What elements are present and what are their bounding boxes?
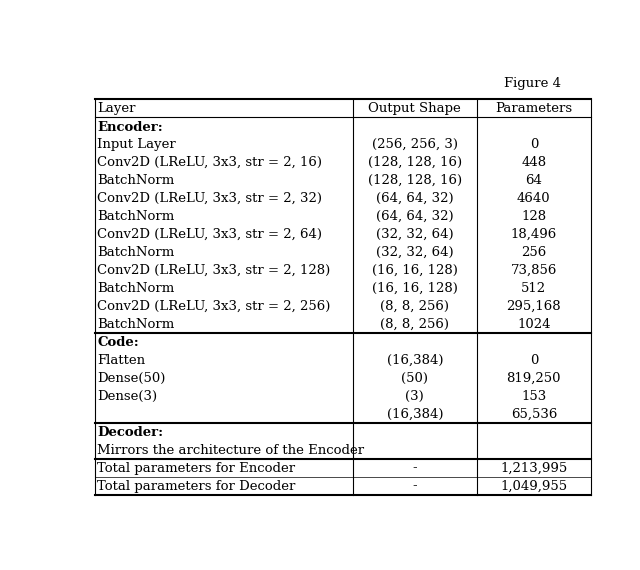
Text: 65,536: 65,536 xyxy=(511,408,557,421)
Text: 0: 0 xyxy=(530,137,538,150)
Text: 1,213,995: 1,213,995 xyxy=(500,462,568,474)
Text: Figure 4: Figure 4 xyxy=(504,77,561,90)
Text: Conv2D (LReLU, 3x3, str = 2, 32): Conv2D (LReLU, 3x3, str = 2, 32) xyxy=(97,192,323,205)
Text: BatchNorm: BatchNorm xyxy=(97,210,175,223)
Text: Total parameters for Encoder: Total parameters for Encoder xyxy=(97,462,296,474)
Text: (64, 64, 32): (64, 64, 32) xyxy=(376,210,454,223)
Text: (3): (3) xyxy=(405,389,424,402)
Text: Conv2D (LReLU, 3x3, str = 2, 16): Conv2D (LReLU, 3x3, str = 2, 16) xyxy=(97,156,323,169)
Text: Encoder:: Encoder: xyxy=(97,120,163,133)
Text: Dense(3): Dense(3) xyxy=(97,389,157,402)
Text: Flatten: Flatten xyxy=(97,353,145,367)
Text: (16,384): (16,384) xyxy=(387,353,443,367)
Text: Layer: Layer xyxy=(97,101,136,115)
Text: Dense(50): Dense(50) xyxy=(97,372,166,385)
Text: (128, 128, 16): (128, 128, 16) xyxy=(368,174,462,186)
Text: 512: 512 xyxy=(521,282,547,295)
Text: Input Layer: Input Layer xyxy=(97,137,176,150)
Text: BatchNorm: BatchNorm xyxy=(97,246,175,259)
Text: 819,250: 819,250 xyxy=(507,372,561,385)
Text: Mirrors the architecture of the Encoder: Mirrors the architecture of the Encoder xyxy=(97,443,365,457)
Text: BatchNorm: BatchNorm xyxy=(97,317,175,331)
Text: BatchNorm: BatchNorm xyxy=(97,174,175,186)
Text: (256, 256, 3): (256, 256, 3) xyxy=(372,137,458,150)
Text: Conv2D (LReLU, 3x3, str = 2, 256): Conv2D (LReLU, 3x3, str = 2, 256) xyxy=(97,300,331,312)
Text: Parameters: Parameters xyxy=(495,101,572,115)
Text: -: - xyxy=(413,479,417,492)
Text: 73,856: 73,856 xyxy=(511,263,557,276)
Text: Code:: Code: xyxy=(97,336,139,349)
Text: (16, 16, 128): (16, 16, 128) xyxy=(372,282,458,295)
Text: Output Shape: Output Shape xyxy=(369,101,461,115)
Text: (16,384): (16,384) xyxy=(387,408,443,421)
Text: (32, 32, 64): (32, 32, 64) xyxy=(376,246,454,259)
Text: 1,049,955: 1,049,955 xyxy=(500,479,568,492)
Text: 153: 153 xyxy=(521,389,547,402)
Text: Conv2D (LReLU, 3x3, str = 2, 128): Conv2D (LReLU, 3x3, str = 2, 128) xyxy=(97,263,331,276)
Text: (50): (50) xyxy=(401,372,428,385)
Text: 64: 64 xyxy=(525,174,542,186)
Text: BatchNorm: BatchNorm xyxy=(97,282,175,295)
Text: Total parameters for Decoder: Total parameters for Decoder xyxy=(97,479,296,492)
Text: 0: 0 xyxy=(530,353,538,367)
Text: (32, 32, 64): (32, 32, 64) xyxy=(376,227,454,241)
Text: 1024: 1024 xyxy=(517,317,550,331)
Text: 18,496: 18,496 xyxy=(511,227,557,241)
Text: 4640: 4640 xyxy=(517,192,550,205)
Text: 128: 128 xyxy=(521,210,547,223)
Text: 256: 256 xyxy=(521,246,547,259)
Text: 295,168: 295,168 xyxy=(506,300,561,312)
Text: (16, 16, 128): (16, 16, 128) xyxy=(372,263,458,276)
Text: (8, 8, 256): (8, 8, 256) xyxy=(380,317,449,331)
Text: Decoder:: Decoder: xyxy=(97,426,163,439)
Text: (128, 128, 16): (128, 128, 16) xyxy=(368,156,462,169)
Text: (8, 8, 256): (8, 8, 256) xyxy=(380,300,449,312)
Text: -: - xyxy=(413,462,417,474)
Text: (64, 64, 32): (64, 64, 32) xyxy=(376,192,454,205)
Text: 448: 448 xyxy=(521,156,547,169)
Text: Conv2D (LReLU, 3x3, str = 2, 64): Conv2D (LReLU, 3x3, str = 2, 64) xyxy=(97,227,323,241)
